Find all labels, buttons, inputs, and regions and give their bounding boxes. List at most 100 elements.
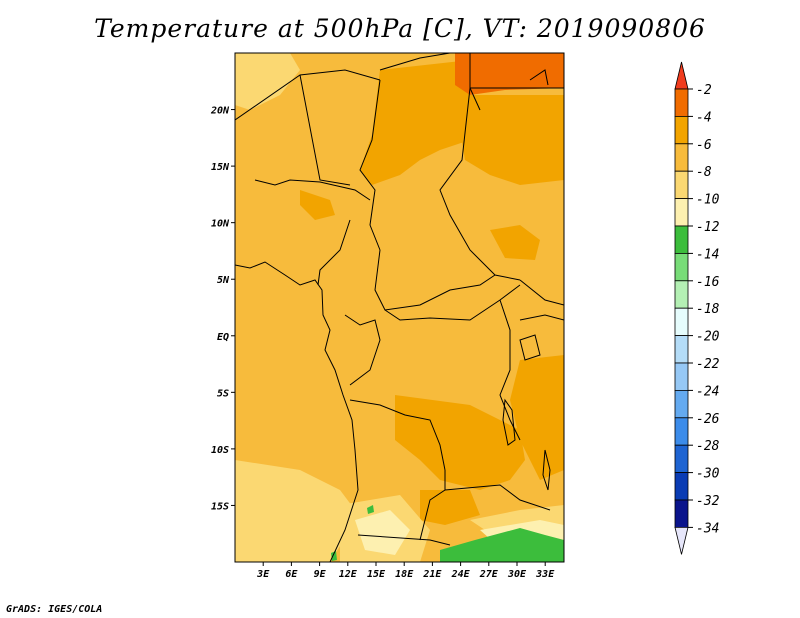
border-algeria-mali bbox=[235, 69, 381, 121]
colorbar-box bbox=[674, 307, 689, 337]
river-sudan bbox=[469, 87, 481, 111]
plot-frame bbox=[234, 52, 565, 563]
y-tick-label: 10S bbox=[211, 445, 229, 456]
border-east-lakes bbox=[519, 314, 564, 321]
colorbar-label: -22 bbox=[696, 357, 720, 372]
border-mali-niger bbox=[299, 74, 351, 186]
border-drc-angola bbox=[349, 399, 446, 471]
x-tick-label: 6E bbox=[285, 569, 298, 580]
colorbar-box bbox=[674, 389, 689, 419]
colorbar-label: -30 bbox=[696, 467, 720, 482]
warm-region-sahel-north bbox=[360, 60, 470, 185]
colorbar-box bbox=[674, 444, 689, 474]
colorbar-label: -20 bbox=[696, 330, 720, 345]
colorbar-label: -24 bbox=[696, 384, 719, 399]
x-tick-label: 18E bbox=[395, 569, 414, 580]
colorbar-box bbox=[674, 472, 689, 501]
colorbar-label: -4 bbox=[696, 110, 712, 125]
y-tick-label: 15N bbox=[211, 162, 230, 173]
y-axis: 20N 15N 10N 5N EQ 5S 10S 15S bbox=[210, 106, 235, 512]
cool-region-northwest bbox=[235, 53, 300, 110]
colorbar-box bbox=[674, 225, 689, 254]
warm-region-sudan-patch bbox=[490, 225, 540, 260]
warmest-fields bbox=[455, 53, 564, 95]
border-namibia bbox=[357, 534, 451, 546]
border-niger-libya bbox=[379, 53, 451, 71]
lake-malawi bbox=[542, 449, 551, 491]
x-tick-label: 15E bbox=[367, 569, 386, 580]
border-drc-east bbox=[499, 299, 521, 441]
warm-region-congo bbox=[395, 395, 525, 490]
colorbar-box bbox=[674, 417, 689, 446]
border-sudan-south bbox=[519, 279, 564, 306]
colorbar-bottom-triangle bbox=[674, 527, 689, 555]
cool-region-southwest bbox=[235, 460, 355, 562]
y-tick-label: 5S bbox=[217, 388, 229, 399]
cold-region-patch-b bbox=[331, 551, 337, 561]
y-tick-label: 15S bbox=[211, 501, 229, 512]
colorbar-label: -14 bbox=[696, 247, 719, 262]
colorbar-label: -26 bbox=[696, 412, 720, 427]
border-cameroon-car bbox=[374, 249, 496, 311]
border-niger-chad bbox=[359, 79, 381, 251]
country-boundaries bbox=[235, 53, 564, 562]
map-title: Temperature at 500hPa [C], VT: 201909080… bbox=[94, 14, 706, 43]
y-tick-label: 20N bbox=[210, 106, 230, 117]
y-tick-label: 10N bbox=[211, 219, 230, 230]
x-axis: 3E 6E 9E 12E 15E 18E 21E 24E 27E 30E 33E bbox=[256, 562, 555, 580]
x-tick-label: 27E bbox=[479, 569, 499, 580]
colorbar-label: -28 bbox=[696, 439, 720, 454]
warmest-region-northeast bbox=[455, 53, 564, 95]
warm-region-northeast bbox=[460, 95, 564, 185]
plot-area bbox=[235, 53, 564, 562]
border-car-drc bbox=[384, 284, 521, 321]
colorbar-box bbox=[674, 170, 689, 199]
warm-fields bbox=[300, 60, 564, 525]
colorbar-box bbox=[674, 280, 689, 309]
lake-tanganyika bbox=[502, 398, 516, 446]
colorbar-box bbox=[674, 499, 689, 528]
coolest-region-south bbox=[355, 510, 410, 555]
coast-nile-delta bbox=[529, 69, 549, 86]
border-congo-drc bbox=[344, 314, 381, 386]
cold-fields bbox=[331, 505, 564, 562]
colorbar-label: -32 bbox=[696, 494, 720, 509]
colorbar-box bbox=[674, 252, 689, 282]
warm-region-angola bbox=[420, 490, 480, 525]
cold-region-southeast bbox=[440, 528, 564, 562]
warm-region-west-patch bbox=[300, 190, 335, 220]
colorbar-label: -8 bbox=[696, 165, 712, 180]
border-angola-zambia bbox=[419, 470, 446, 541]
cold-region-patch-a bbox=[367, 505, 374, 514]
colorbar-label: -12 bbox=[696, 220, 720, 235]
colorbar-label: -18 bbox=[696, 302, 720, 317]
x-tick-label: 21E bbox=[422, 569, 442, 580]
border-zambia-east bbox=[444, 484, 551, 511]
warm-region-east bbox=[510, 355, 564, 480]
border-nigeria-cameroon bbox=[317, 219, 351, 286]
colorbar-box bbox=[674, 335, 689, 364]
y-tick-label: 5N bbox=[217, 275, 230, 286]
colorbar-top-triangle bbox=[674, 61, 689, 90]
colorbar-label: -2 bbox=[696, 83, 712, 98]
colorbar-label: -34 bbox=[696, 521, 719, 536]
colorbar-box bbox=[674, 116, 689, 145]
colorbar-box bbox=[674, 88, 689, 117]
coastline-west-africa bbox=[235, 261, 359, 562]
grads-credit: GrADS: IGES/COLA bbox=[6, 604, 103, 615]
x-tick-label: 12E bbox=[339, 569, 358, 580]
x-tick-label: 30E bbox=[507, 569, 527, 580]
y-tick-label: EQ bbox=[217, 332, 229, 343]
lake-victoria bbox=[519, 334, 541, 361]
colorbar-box bbox=[674, 198, 689, 227]
x-tick-label: 9E bbox=[314, 569, 327, 580]
colorbar-label: -10 bbox=[696, 193, 720, 208]
x-tick-label: 3E bbox=[256, 569, 270, 580]
colorbar-label: -16 bbox=[696, 275, 720, 290]
colorbar-box bbox=[674, 362, 689, 391]
x-tick-label: 24E bbox=[451, 569, 471, 580]
colorbar-label: -6 bbox=[696, 138, 712, 153]
colorbar: -2 -4 -6 -8 -10 -12 -14 -16 -18 -20 -22 -24 -26 -28 -3… bbox=[674, 61, 720, 555]
x-tick-label: 33E bbox=[535, 569, 555, 580]
